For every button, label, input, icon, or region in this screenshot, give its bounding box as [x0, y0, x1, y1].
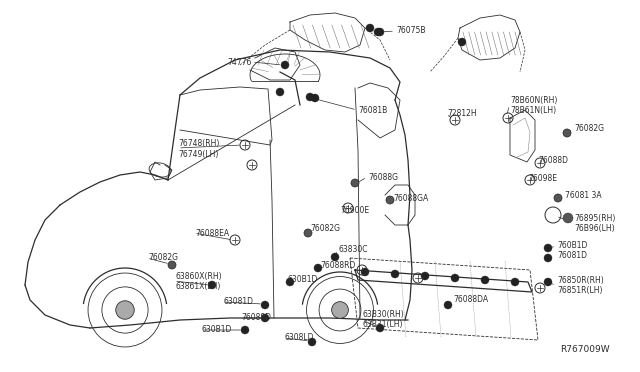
Circle shape	[261, 314, 269, 322]
Text: 76081D: 76081D	[557, 250, 587, 260]
Circle shape	[314, 264, 322, 272]
Text: 63081D: 63081D	[223, 298, 253, 307]
Text: 76081 3A: 76081 3A	[565, 190, 602, 199]
Text: 76088EA: 76088EA	[195, 228, 229, 237]
Text: 63861X(LH): 63861X(LH)	[175, 282, 220, 291]
Text: 63830C: 63830C	[339, 246, 369, 254]
Circle shape	[386, 196, 394, 204]
Text: 76082G: 76082G	[310, 224, 340, 232]
Text: 76851R(LH): 76851R(LH)	[557, 285, 602, 295]
Text: 76098E: 76098E	[528, 173, 557, 183]
Circle shape	[444, 301, 452, 309]
Circle shape	[563, 129, 571, 137]
Text: 76075B: 76075B	[396, 26, 426, 35]
Circle shape	[544, 278, 552, 286]
Circle shape	[311, 94, 319, 102]
Text: 76748(RH): 76748(RH)	[178, 138, 220, 148]
Text: 630B1D: 630B1D	[202, 326, 232, 334]
Circle shape	[544, 254, 552, 262]
Circle shape	[374, 28, 382, 36]
Circle shape	[458, 38, 466, 46]
Circle shape	[451, 274, 459, 282]
Circle shape	[304, 229, 312, 237]
Text: 76088GA: 76088GA	[393, 193, 428, 202]
Text: 760B1D: 760B1D	[557, 241, 588, 250]
Text: 76749(LH): 76749(LH)	[178, 150, 218, 158]
Circle shape	[361, 268, 369, 276]
Circle shape	[261, 301, 269, 309]
Circle shape	[366, 24, 374, 32]
Text: 6308LD: 6308LD	[285, 334, 314, 343]
Circle shape	[481, 276, 489, 284]
Circle shape	[331, 253, 339, 261]
Text: 63B31(LH): 63B31(LH)	[363, 321, 403, 330]
Circle shape	[421, 272, 429, 280]
Circle shape	[544, 244, 552, 252]
Circle shape	[286, 278, 294, 286]
Circle shape	[391, 270, 399, 278]
Circle shape	[511, 278, 519, 286]
Circle shape	[241, 326, 249, 334]
Text: 74776: 74776	[228, 58, 252, 67]
Circle shape	[332, 302, 348, 318]
Text: 76900E: 76900E	[340, 205, 369, 215]
Circle shape	[351, 179, 359, 187]
Circle shape	[281, 61, 289, 69]
Circle shape	[276, 88, 284, 96]
Circle shape	[554, 194, 562, 202]
Text: 63B30(RH): 63B30(RH)	[363, 311, 404, 320]
Circle shape	[306, 93, 314, 101]
Text: R767009W: R767009W	[560, 346, 610, 355]
Text: 76082G: 76082G	[574, 124, 604, 132]
Text: 76088DA: 76088DA	[453, 295, 488, 305]
Text: 63860X(RH): 63860X(RH)	[175, 272, 221, 280]
Text: 76B96(LH): 76B96(LH)	[574, 224, 614, 232]
Text: 76088G: 76088G	[368, 173, 398, 182]
Text: 630B1D: 630B1D	[288, 276, 318, 285]
Text: 76850R(RH): 76850R(RH)	[557, 276, 604, 285]
Text: 76088RD: 76088RD	[320, 260, 355, 269]
Circle shape	[116, 301, 134, 319]
Circle shape	[376, 28, 384, 36]
Circle shape	[208, 281, 216, 289]
Text: 76081B: 76081B	[358, 106, 387, 115]
Text: 78B61N(LH): 78B61N(LH)	[510, 106, 556, 115]
Circle shape	[376, 324, 384, 332]
Text: 76088D: 76088D	[241, 314, 271, 323]
Circle shape	[308, 338, 316, 346]
Text: 78B60N(RH): 78B60N(RH)	[510, 96, 557, 105]
Circle shape	[168, 261, 176, 269]
Text: 72812H: 72812H	[447, 109, 477, 118]
Text: 76082G: 76082G	[148, 253, 178, 263]
Circle shape	[563, 213, 573, 223]
Text: 76088D: 76088D	[538, 155, 568, 164]
Text: 76895(RH): 76895(RH)	[574, 214, 616, 222]
